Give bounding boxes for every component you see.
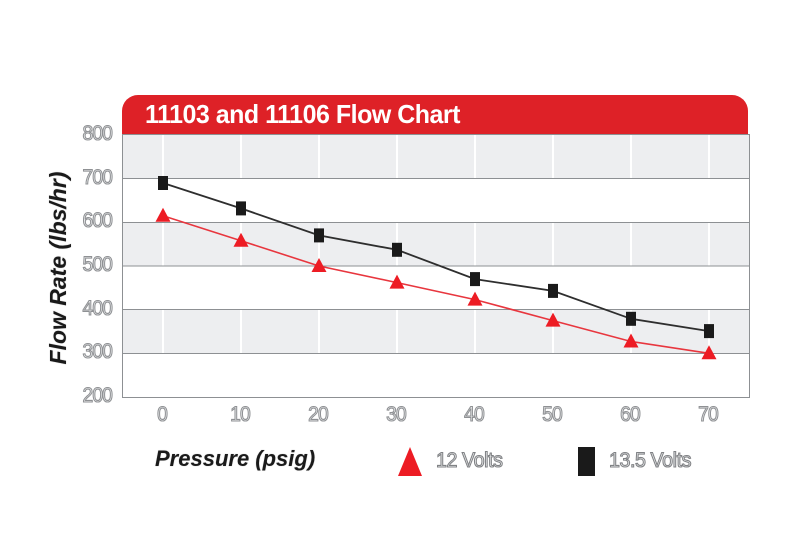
legend-triangle-icon bbox=[398, 446, 422, 476]
chart-title: 11103 and 11106 Flow Chart bbox=[145, 99, 461, 129]
triangle-marker bbox=[467, 291, 483, 306]
y-tick-label: 200 bbox=[82, 383, 113, 407]
triangle-marker bbox=[623, 333, 639, 348]
triangle-marker bbox=[233, 232, 249, 247]
y-tick-label: 400 bbox=[82, 296, 113, 320]
plot-band bbox=[123, 222, 749, 266]
legend-label: 12 Volts bbox=[435, 448, 503, 472]
chart-title-banner: 11103 and 11106 Flow Chart bbox=[122, 95, 748, 134]
square-marker bbox=[392, 242, 402, 257]
triangle-marker bbox=[311, 258, 327, 272]
square-marker bbox=[626, 311, 636, 326]
triangle-marker bbox=[389, 274, 405, 289]
x-tick-label: 50 bbox=[542, 402, 564, 426]
plot-band bbox=[123, 266, 749, 310]
x-tick-label: 30 bbox=[386, 402, 408, 426]
x-axis-title: Pressure (psig) bbox=[155, 446, 316, 471]
square-marker bbox=[158, 176, 168, 190]
y-tick-label: 800 bbox=[82, 121, 113, 145]
legend-item-12-volts: 12 Volts bbox=[398, 444, 507, 478]
x-tick-label: 70 bbox=[698, 402, 720, 426]
chart-canvas bbox=[123, 135, 749, 397]
y-tick-label: 600 bbox=[82, 209, 113, 233]
plot-band bbox=[123, 309, 749, 354]
legend-label: 13.5 Volts bbox=[608, 448, 692, 472]
square-marker bbox=[470, 272, 480, 287]
y-axis-title: Flow Rate (lbs/hr) bbox=[45, 171, 71, 365]
x-tick-label: 40 bbox=[464, 402, 486, 426]
square-marker bbox=[236, 201, 246, 216]
legend-square-icon bbox=[578, 446, 595, 476]
plot-area bbox=[122, 134, 750, 398]
plot-band bbox=[123, 178, 749, 223]
legend-item-13-5-volts: 13.5 Volts bbox=[578, 444, 696, 478]
series-line-12-volts bbox=[162, 215, 710, 355]
square-marker bbox=[314, 228, 324, 243]
square-marker bbox=[704, 324, 714, 339]
series-line-13-5-volts bbox=[162, 182, 710, 332]
x-tick-label: 20 bbox=[308, 402, 330, 426]
triangle-marker bbox=[701, 345, 717, 360]
y-tick-label: 300 bbox=[82, 340, 113, 364]
plot-band bbox=[123, 353, 749, 397]
y-tick-label: 700 bbox=[82, 165, 113, 189]
x-tick-label: 60 bbox=[620, 402, 642, 426]
triangle-marker bbox=[545, 312, 561, 327]
triangle-marker bbox=[155, 207, 171, 222]
x-tick-label: 10 bbox=[230, 402, 252, 426]
square-marker bbox=[548, 283, 558, 298]
x-tick-label: 0 bbox=[157, 402, 169, 426]
y-tick-label: 500 bbox=[82, 252, 113, 276]
plot-band bbox=[123, 135, 749, 179]
